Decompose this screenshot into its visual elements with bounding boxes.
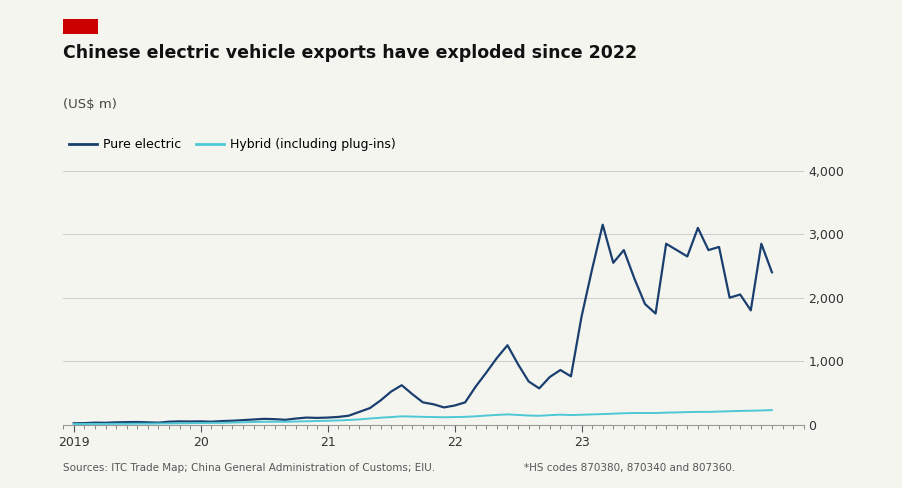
Text: Sources: ITC Trade Map; China General Administration of Customs; EIU.: Sources: ITC Trade Map; China General Ad…	[63, 464, 435, 473]
Legend: Pure electric, Hybrid (including plug-ins): Pure electric, Hybrid (including plug-in…	[69, 138, 395, 151]
Text: (US$ m): (US$ m)	[63, 98, 117, 111]
Text: *HS codes 870380, 870340 and 807360.: *HS codes 870380, 870340 and 807360.	[523, 464, 734, 473]
Text: Chinese electric vehicle exports have exploded since 2022: Chinese electric vehicle exports have ex…	[63, 44, 637, 62]
